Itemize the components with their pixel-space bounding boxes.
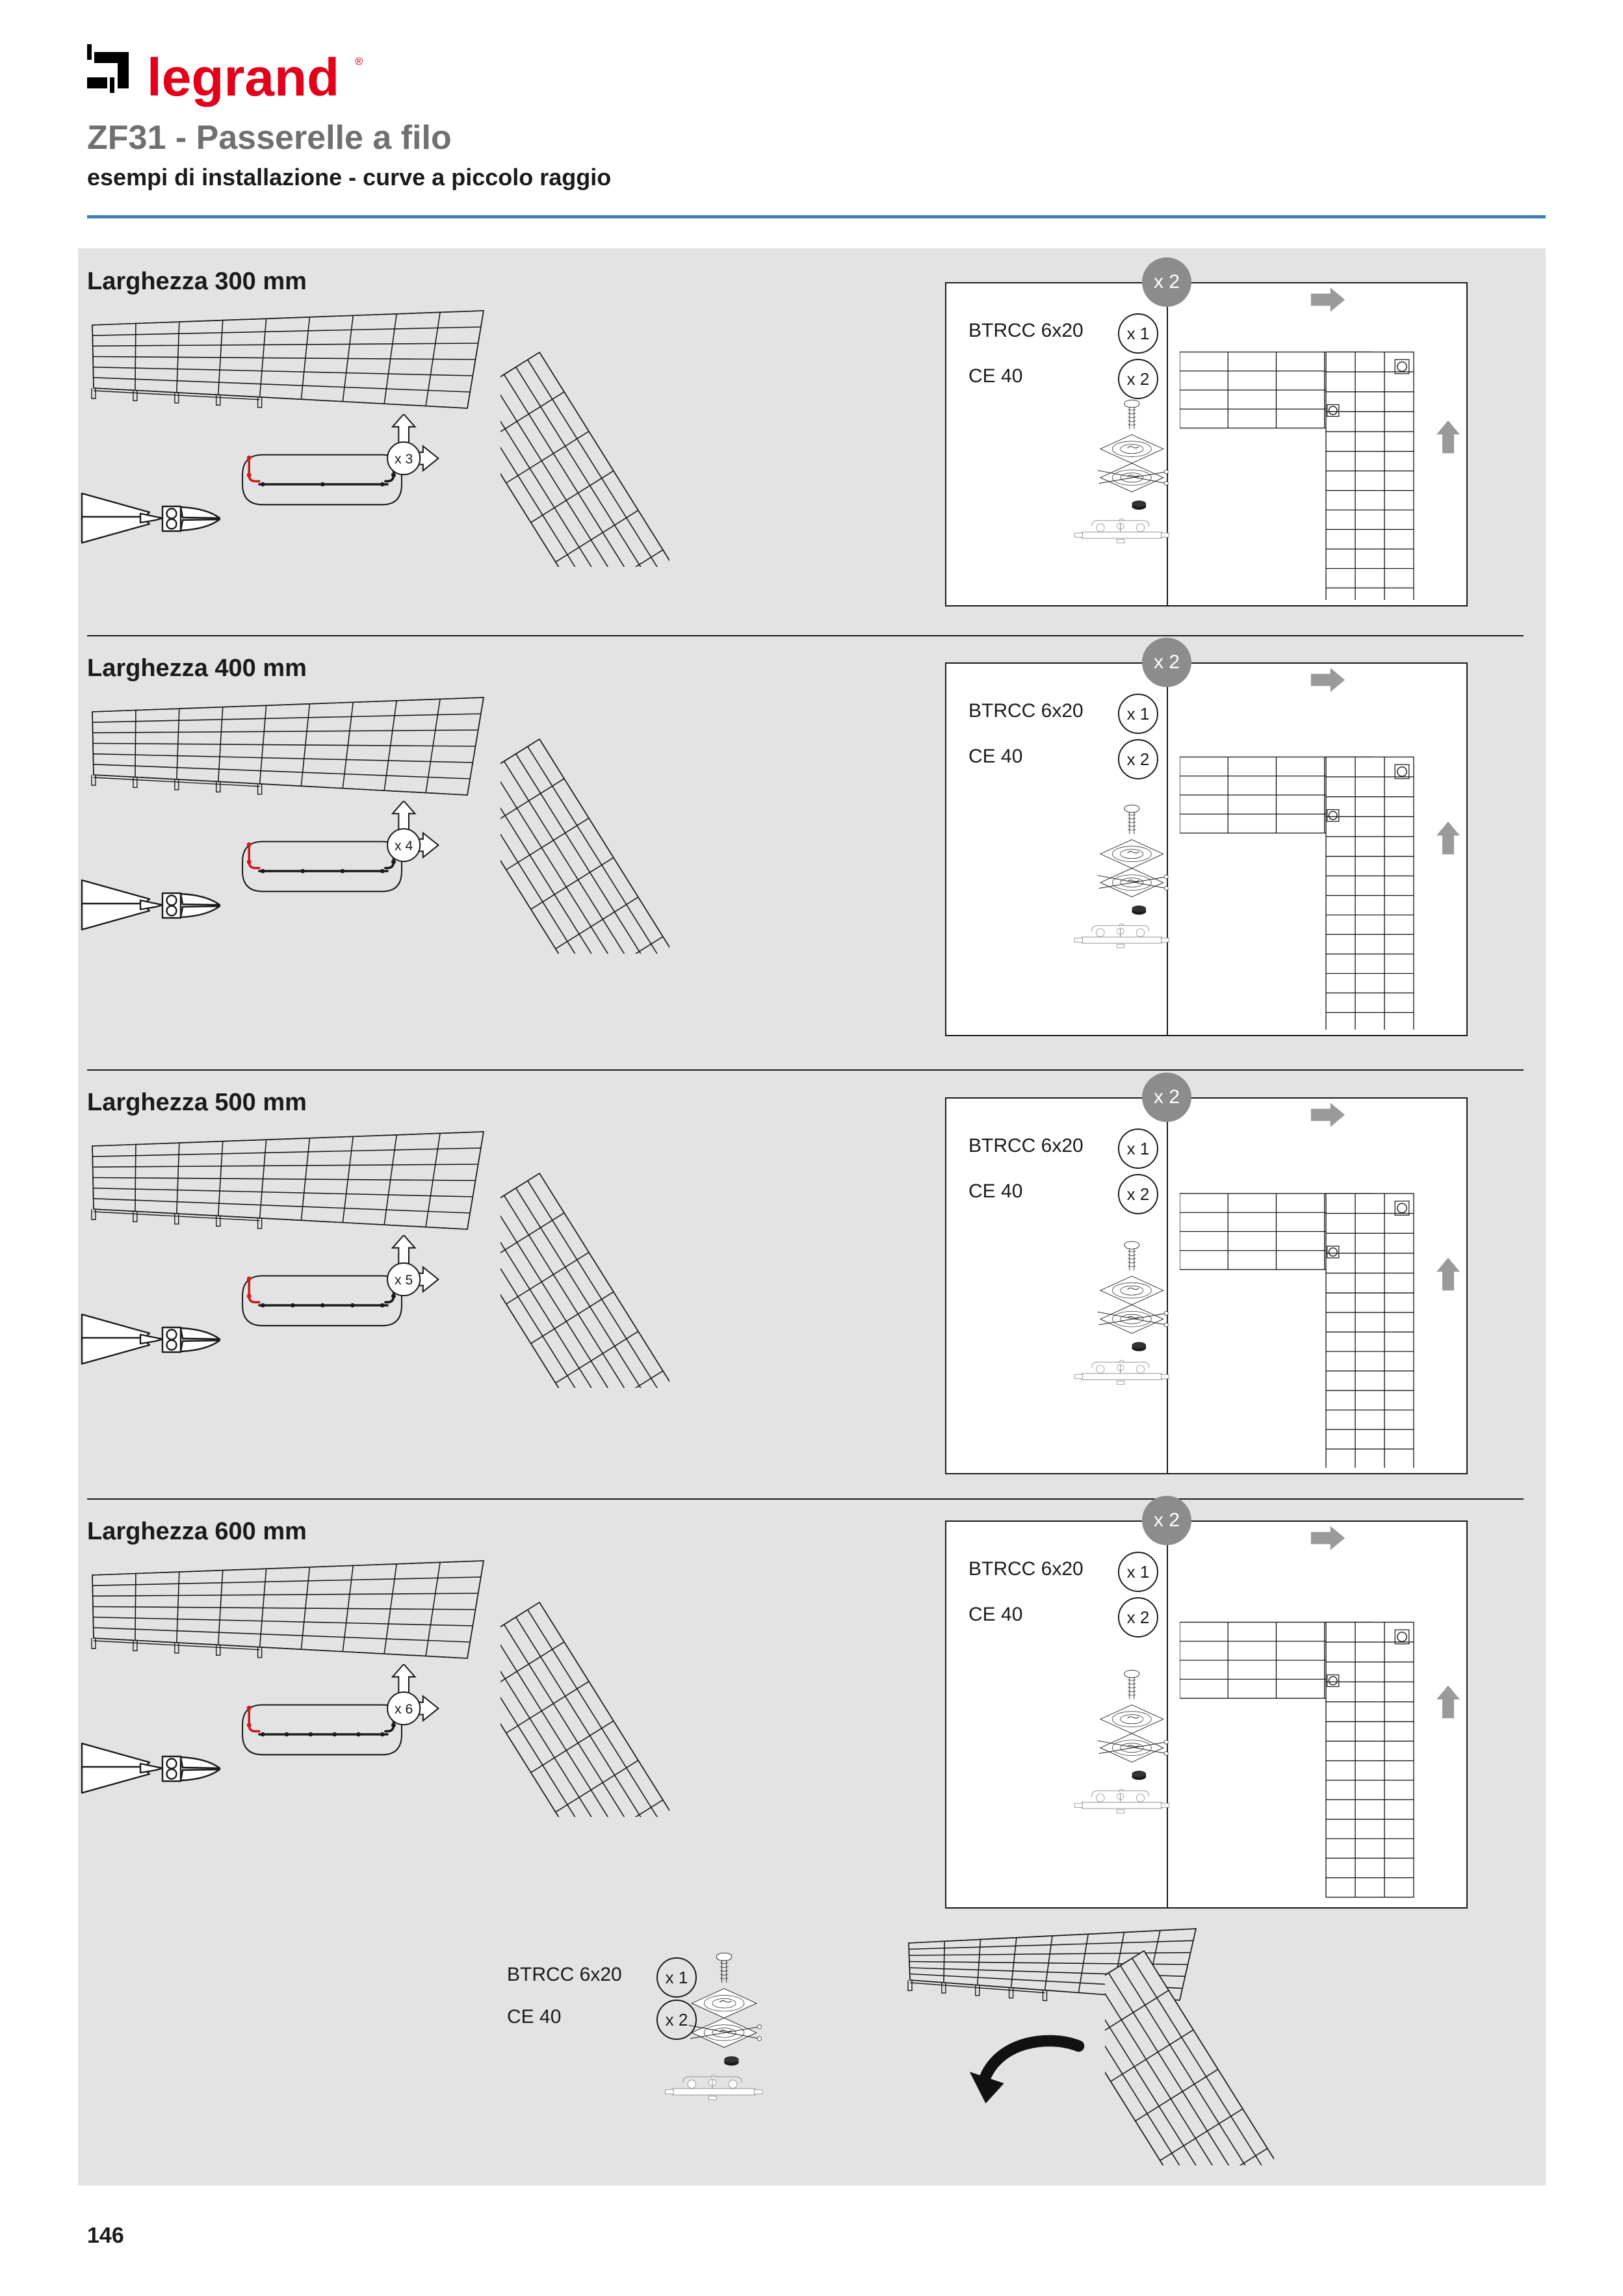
svg-text:x 5: x 5 (395, 1273, 413, 1288)
svg-text:®: ® (355, 55, 363, 68)
svg-text:x 6: x 6 (395, 1702, 413, 1717)
svg-text:x 4: x 4 (395, 839, 413, 854)
svg-text:legrand: legrand (147, 48, 339, 107)
svg-text:x 3: x 3 (395, 452, 413, 467)
